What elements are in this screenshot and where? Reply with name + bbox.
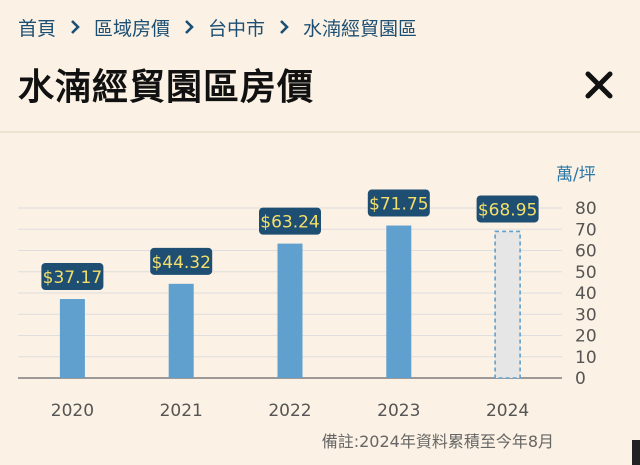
chevron-right-icon [279, 20, 289, 34]
x-tick-label: 2022 [268, 401, 311, 421]
footnote: 備註:2024年資料累積至今年8月 [321, 432, 554, 451]
data-label-box [259, 207, 321, 235]
data-label-box [150, 247, 213, 275]
close-button[interactable] [584, 70, 614, 100]
divider [0, 131, 640, 133]
bar-2024 [494, 230, 521, 379]
x-tick-label: 2023 [377, 401, 420, 421]
bar-2022 [277, 243, 303, 378]
data-label: $44.32 [151, 253, 210, 273]
close-icon [585, 71, 613, 99]
bar-2023 [386, 225, 412, 378]
y-tick-label: 40 [575, 284, 597, 304]
bar-2020 [59, 299, 85, 378]
data-label-box [41, 263, 104, 291]
scrollbar[interactable] [632, 440, 640, 465]
y-tick-label: 0 [575, 369, 586, 389]
breadcrumb-taichung[interactable]: 台中市 [208, 17, 266, 40]
y-tick-label: 20 [575, 327, 597, 347]
data-label: $63.24 [260, 213, 319, 233]
bar-2021 [168, 283, 194, 378]
chevron-right-icon [70, 20, 80, 34]
breadcrumb-home[interactable]: 首頁 [18, 17, 57, 40]
x-tick-label: 2021 [160, 401, 203, 421]
y-tick-label: 30 [575, 305, 597, 325]
y-tick-label: 60 [575, 242, 597, 262]
x-tick-label: 2024 [486, 401, 529, 421]
y-tick-label: 70 [575, 220, 597, 240]
data-label: $68.95 [478, 200, 537, 220]
y-tick-label: 80 [575, 199, 597, 219]
data-label: $71.75 [369, 195, 428, 215]
data-label-box [367, 189, 430, 217]
data-label: $37.17 [43, 268, 102, 288]
x-tick-label: 2020 [51, 401, 94, 421]
chart-unit-label: 萬/坪 [556, 165, 596, 185]
chart-x-ticks: 2020 2021 2022 2023 2024 [51, 401, 529, 421]
y-tick-label: 50 [575, 263, 597, 283]
breadcrumb-shuinan[interactable]: 水湳經貿園區 [303, 17, 418, 40]
chevron-right-icon [184, 20, 194, 34]
breadcrumb-regional-prices[interactable]: 區域房價 [94, 17, 171, 40]
breadcrumb: 首頁 區域房價 台中市 水湳經貿園區 [18, 10, 417, 44]
page-title: 水湳經貿園區房價 [18, 67, 315, 108]
chart-data-labels: $37.17 $44.32 $63.24 $71.75 $68.95 [41, 189, 539, 291]
y-tick-label: 10 [575, 348, 597, 368]
data-label-box [476, 195, 539, 223]
chart-bars [59, 225, 521, 379]
price-bar-chart: $37.17 $44.32 $63.24 $71.75 $68.95 010203040… [18, 165, 597, 421]
